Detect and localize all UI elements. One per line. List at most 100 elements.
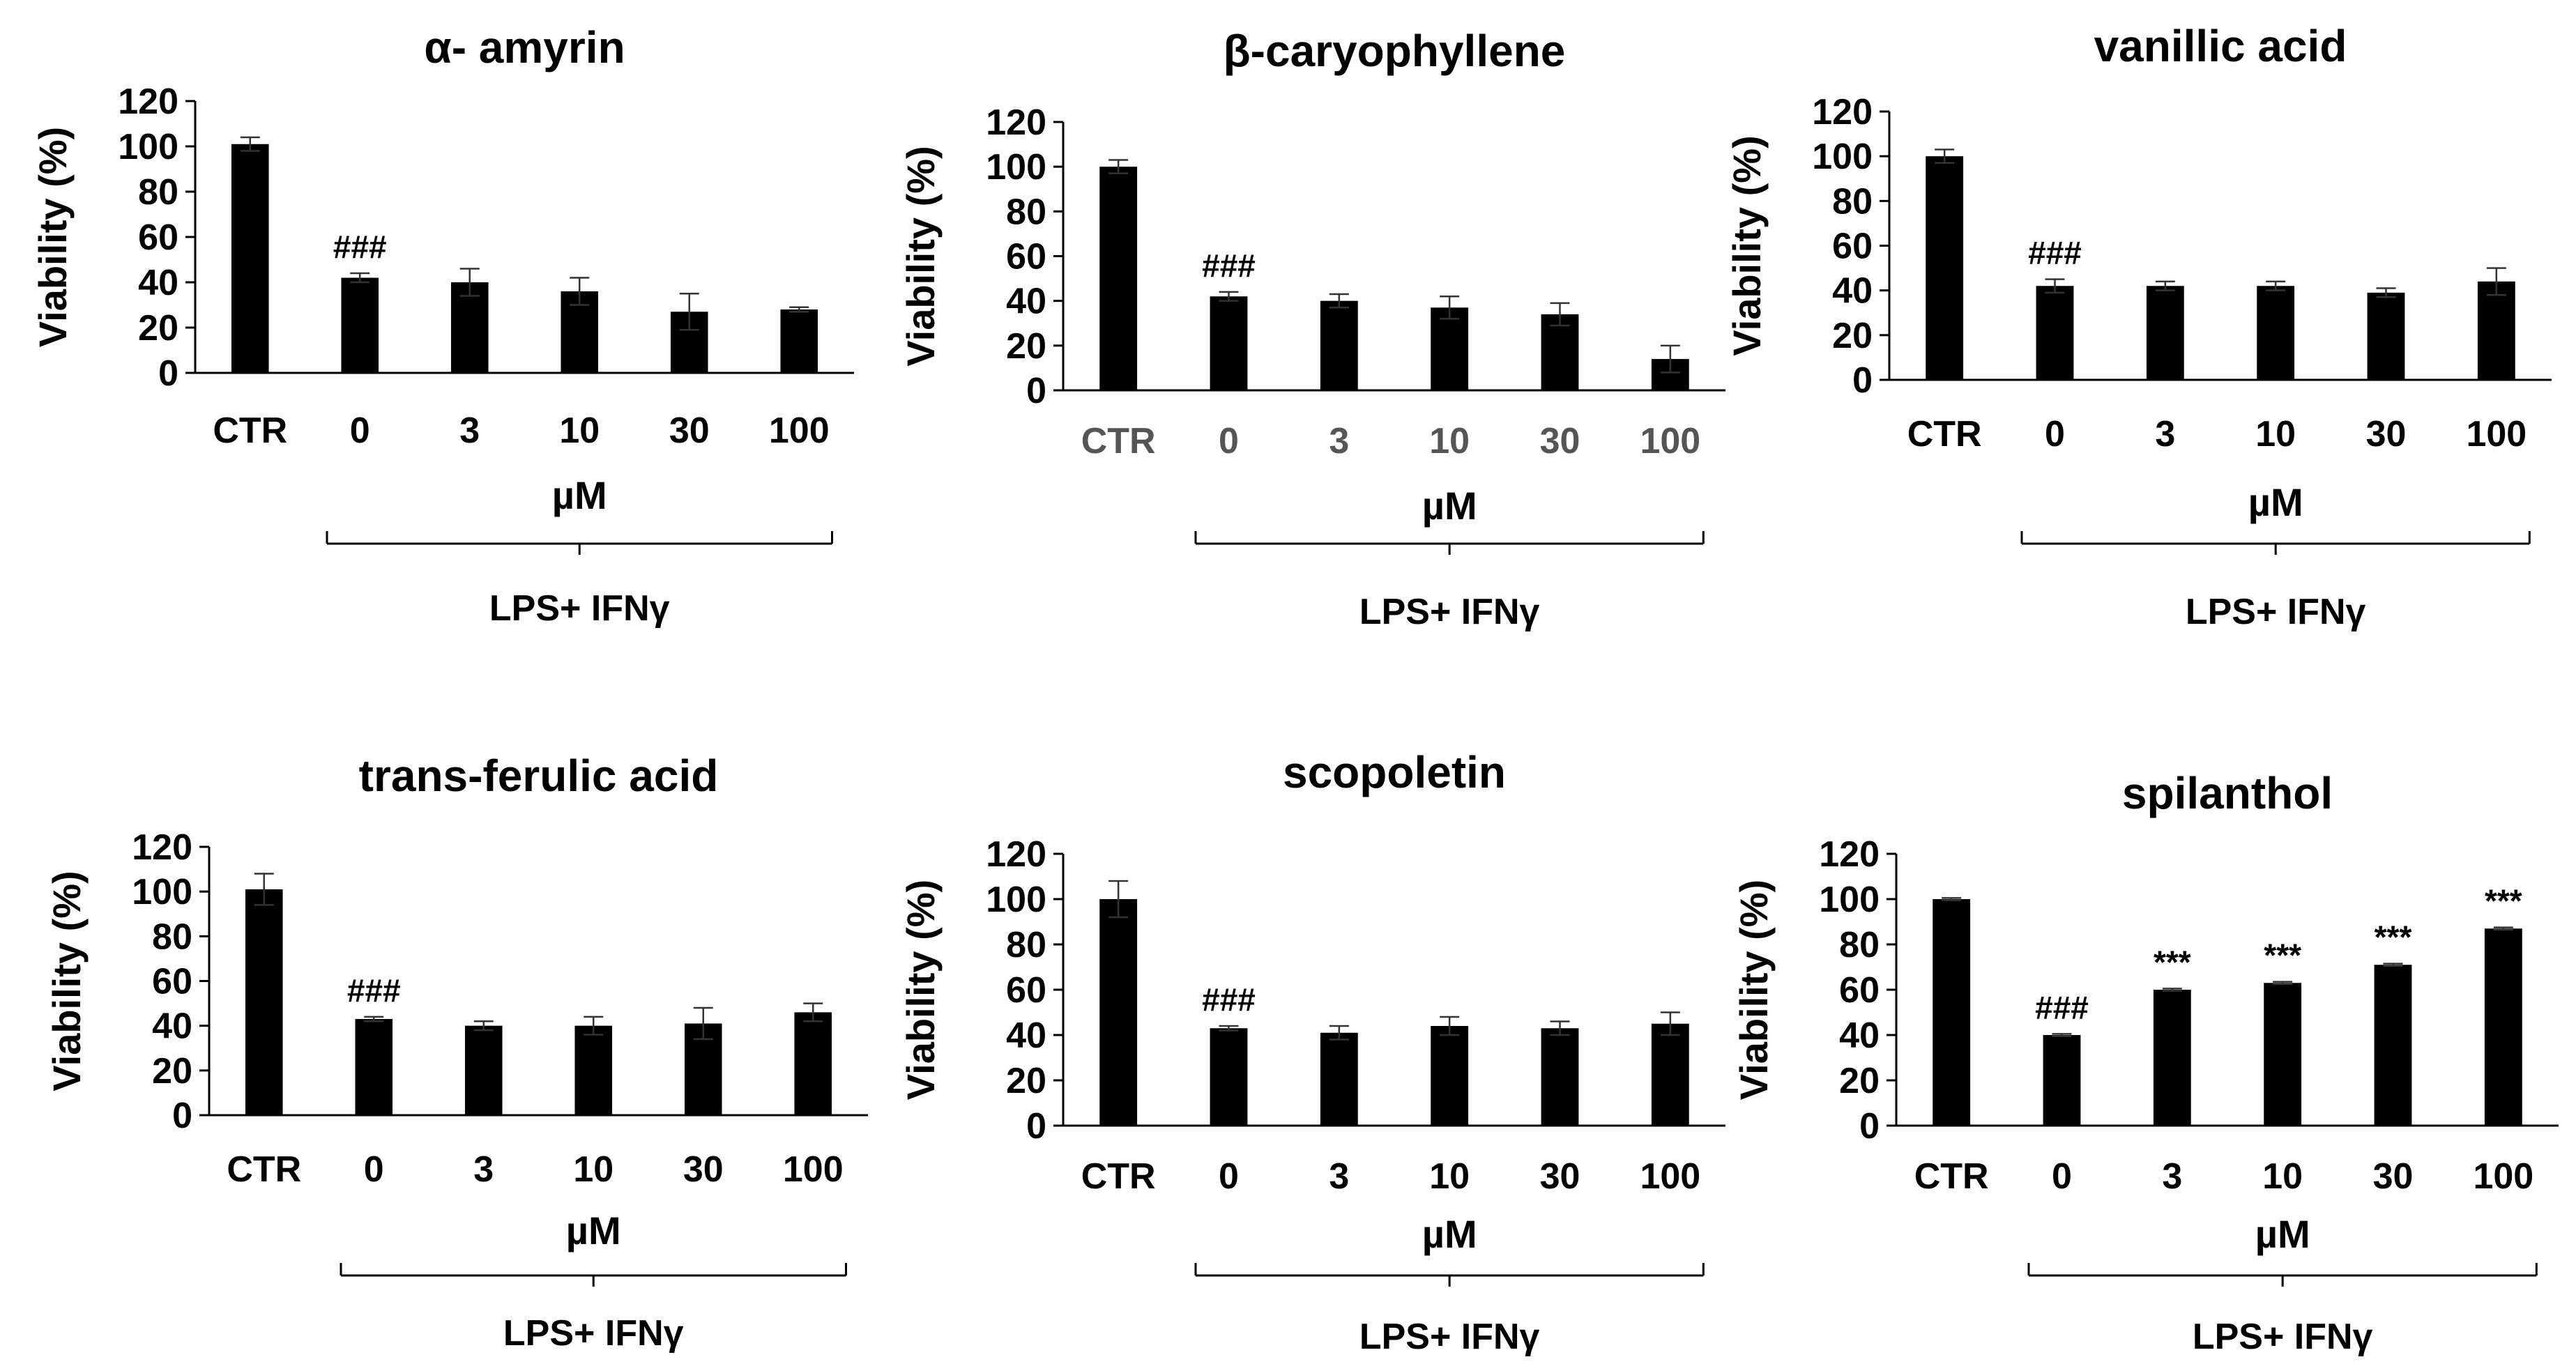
- bar-3: [2146, 286, 2184, 380]
- x-tick-label: 3: [2155, 414, 2175, 454]
- error-bar: [2045, 278, 2065, 294]
- x-tick-label: 10: [559, 411, 600, 451]
- error-bar: [350, 272, 370, 284]
- y-axis-label: Viability (%): [1725, 135, 1769, 355]
- x-tick-label: 30: [1540, 421, 1580, 461]
- error-bar: [1440, 296, 1460, 320]
- y-tick-label: 40: [1006, 1016, 1046, 1056]
- bar-3: [1320, 1032, 1358, 1126]
- error-bar: [1935, 148, 1955, 164]
- y-tick-label: 80: [152, 917, 192, 957]
- y-tick-label: 0: [1859, 1106, 1880, 1147]
- bar-10: [1431, 1026, 1469, 1126]
- y-tick-label: 60: [1006, 970, 1046, 1011]
- y-tick-label: 100: [986, 147, 1046, 187]
- bar-30: [2367, 292, 2405, 380]
- y-tick-label: 40: [138, 263, 178, 303]
- group-label: LPS+ IFNγ: [2193, 1317, 2373, 1357]
- unit-label: µM: [1422, 1212, 1477, 1256]
- x-tick-label: 0: [1219, 1156, 1239, 1197]
- group-bracket: [1194, 1263, 1705, 1287]
- y-tick-label: 120: [132, 827, 192, 868]
- unit-label: µM: [566, 1209, 621, 1252]
- x-tick-label: 30: [2373, 1156, 2414, 1197]
- bar-10: [1431, 307, 1469, 390]
- error-bar: [459, 268, 480, 297]
- bar-3: [2153, 990, 2191, 1126]
- significance-hash: ###: [2035, 989, 2089, 1025]
- bar-0: [1210, 1028, 1248, 1126]
- x-tick-label: CTR: [1081, 421, 1156, 461]
- error-bar: [2493, 926, 2513, 931]
- x-tick-label: CTR: [1907, 414, 1982, 454]
- error-bar: [240, 136, 260, 152]
- error-bar: [2155, 280, 2175, 291]
- y-axis-label: Viability (%): [45, 871, 89, 1091]
- error-bar: [1550, 1020, 1570, 1036]
- error-bar: [2486, 267, 2506, 296]
- y-tick-label: 80: [1006, 192, 1046, 232]
- significance-stars: ***: [2485, 883, 2522, 919]
- chart-title: β-caryophyllene: [1224, 26, 1566, 76]
- x-tick-label: 100: [1640, 421, 1700, 461]
- x-tick-label: 3: [1329, 1156, 1349, 1197]
- chart-title: α- amyrin: [424, 22, 625, 72]
- x-tick-label: 100: [2466, 414, 2527, 454]
- group-label: LPS+ IFNγ: [489, 588, 670, 629]
- y-tick-label: 100: [1812, 137, 1873, 177]
- y-tick-label: 100: [132, 872, 192, 912]
- error-bar: [1660, 1011, 1680, 1036]
- significance-hash: ###: [1202, 981, 1256, 1018]
- group-label: LPS+ IFNγ: [2186, 592, 2366, 632]
- group-bracket: [340, 1263, 847, 1287]
- unit-label: µM: [552, 473, 607, 517]
- x-tick-label: 0: [2045, 414, 2065, 454]
- y-tick-label: 100: [1819, 880, 1880, 920]
- y-tick-label: 120: [118, 82, 178, 122]
- y-tick-label: 80: [1839, 925, 1880, 965]
- y-tick-label: 60: [152, 962, 192, 1002]
- y-tick-label: 40: [1006, 282, 1046, 322]
- x-tick-label: 0: [2052, 1156, 2072, 1197]
- error-bar: [254, 873, 274, 906]
- y-tick-label: 0: [158, 353, 178, 394]
- bar-CTR: [1933, 899, 1971, 1126]
- y-tick-label: 60: [1832, 227, 1873, 267]
- error-bar: [364, 1016, 384, 1022]
- y-tick-label: 40: [1832, 271, 1873, 312]
- chart-title: spilanthol: [2122, 768, 2333, 818]
- bar-30: [1541, 1028, 1579, 1126]
- bar-0: [355, 1019, 393, 1115]
- group-label: LPS+ IFNγ: [1359, 1317, 1540, 1357]
- error-bar: [2052, 1033, 2072, 1037]
- bar-CTR: [231, 144, 269, 373]
- x-tick-label: 3: [459, 411, 480, 451]
- y-tick-label: 0: [172, 1096, 192, 1136]
- chart-title: trans-ferulic acid: [359, 751, 719, 801]
- error-bar: [2266, 280, 2286, 291]
- y-tick-label: 60: [138, 217, 178, 258]
- y-tick-label: 120: [986, 102, 1046, 143]
- x-tick-label: 10: [573, 1149, 613, 1190]
- x-tick-label: 10: [1429, 1156, 1470, 1197]
- x-tick-label: 10: [2255, 414, 2296, 454]
- x-tick-label: 100: [783, 1149, 844, 1190]
- bar-30: [1541, 314, 1579, 390]
- y-tick-label: 40: [1839, 1016, 1880, 1056]
- x-tick-label: 0: [364, 1149, 384, 1190]
- x-tick-label: 100: [769, 411, 830, 451]
- x-tick-label: 30: [2366, 414, 2407, 454]
- error-bar: [1550, 302, 1570, 327]
- error-bar: [803, 1002, 823, 1022]
- error-bar: [789, 306, 809, 313]
- group-bracket: [326, 531, 833, 555]
- bar-10: [2264, 983, 2302, 1126]
- bar-0: [1210, 296, 1248, 390]
- bar-CTR: [1099, 899, 1138, 1126]
- group-label: LPS+ IFNγ: [503, 1313, 684, 1354]
- bar-CTR: [245, 889, 283, 1115]
